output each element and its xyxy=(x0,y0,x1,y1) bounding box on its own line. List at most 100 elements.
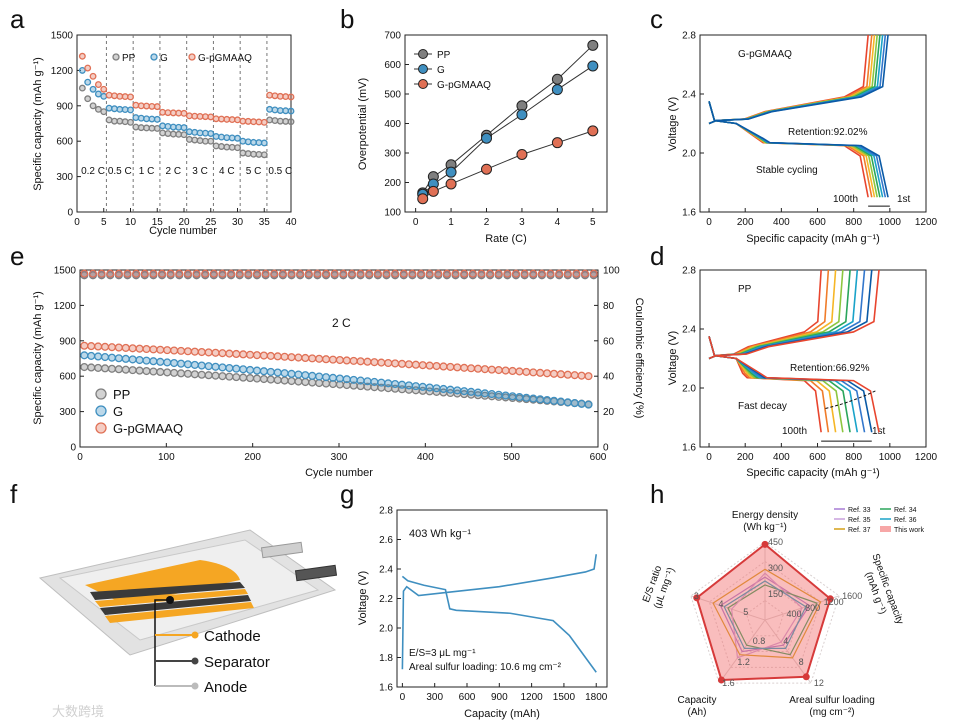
chart-a: Cycle number Specific capacity (mAh g⁻¹)… xyxy=(32,31,297,238)
chart-a-point-pp xyxy=(207,137,215,145)
chart-e-ce-point-g-pgmaaq xyxy=(555,269,564,278)
chart-e-y2tick-label: 60 xyxy=(603,336,615,347)
chart-d-xtick-label: 400 xyxy=(773,452,790,463)
chart-h-legend-label: Ref. 37 xyxy=(848,527,871,534)
chart-g-discharge-curve xyxy=(401,575,597,673)
chart-g-xtick-label: 1500 xyxy=(553,692,576,703)
chart-e-legend-marker xyxy=(95,405,107,417)
chart-e-ce-point-g-pgmaaq xyxy=(227,269,236,278)
chart-e-ce-point-g-pgmaaq xyxy=(313,269,322,278)
chart-b: Rate (C) Overpotential (mV) 0 1 2 3 4 5 100 200… xyxy=(357,31,608,245)
chart-e-cap-point-g xyxy=(87,351,96,360)
chart-h-ref-polygon xyxy=(712,568,822,659)
chart-e-cap-point-g xyxy=(239,365,248,374)
chart-g-xtick-label: 1800 xyxy=(585,692,608,703)
chart-c-charge-curve xyxy=(708,34,884,125)
chart-h-axis-unit: (Ah) xyxy=(688,707,707,718)
chart-e-cap-point-g xyxy=(460,387,469,396)
chart-h-axis-name: Energy density xyxy=(732,510,798,521)
chart-e-ce-point-g-pgmaaq xyxy=(192,269,201,278)
chart-e-ytick-label: 600 xyxy=(59,372,76,383)
watermark: 大数跨境 xyxy=(52,704,104,719)
chart-e-cap-point-g xyxy=(432,384,441,393)
chart-e-cap-point-g-pgmaaq xyxy=(536,368,545,377)
chart-d-discharge-curve xyxy=(708,336,837,433)
chart-a-point-pp xyxy=(153,125,161,132)
chart-e-ce-point-g-pgmaaq xyxy=(175,269,184,278)
chart-e-xtick-label: 0 xyxy=(77,452,83,463)
chart-h-axis-tick: 4 xyxy=(719,599,724,609)
chart-d-retention: Retention:66.92% xyxy=(790,363,870,374)
chart-h-axis-tick: 8 xyxy=(799,657,804,667)
chart-e-xtick-label: 400 xyxy=(417,452,434,463)
chart-b-xtick-label: 0 xyxy=(413,217,419,228)
chart-a-rate-label: 3 C xyxy=(192,166,208,177)
chart-b-point-g-pgmaaq xyxy=(551,137,563,149)
chart-e-cap-point-g xyxy=(94,352,103,361)
chart-b-legend-marker xyxy=(418,64,428,74)
chart-e-cap-point-g-pgmaaq xyxy=(183,347,192,356)
chart-c-note: Stable cycling xyxy=(756,165,818,176)
chart-e-ce-point-g-pgmaaq xyxy=(537,269,546,278)
chart-e-legend-marker xyxy=(95,388,107,400)
chart-a-point-pp xyxy=(260,151,268,159)
chart-e-cap-point-g-pgmaaq xyxy=(128,344,137,353)
chart-e-cap-point-pp xyxy=(170,368,179,377)
chart-h-this-work-point xyxy=(761,540,769,548)
chart-c-ytick-label: 2.8 xyxy=(682,31,696,42)
chart-e-cap-point-g xyxy=(370,377,379,386)
chart-e-ce-point-g-pgmaaq xyxy=(270,269,279,278)
chart-e-cap-point-g xyxy=(170,358,179,368)
chart-e-cap-point-g-pgmaaq xyxy=(301,353,310,363)
chart-a-point-g-pgmaaq xyxy=(89,72,97,80)
chart-e-cap-point-g-pgmaaq xyxy=(135,344,144,353)
panel-label-a: a xyxy=(10,4,25,34)
chart-e-cap-point-g xyxy=(549,396,559,405)
panel-label-c: c xyxy=(650,4,663,34)
chart-e-y2tick-label: 0 xyxy=(603,443,609,454)
chart-e-cap-point-pp xyxy=(225,372,234,381)
chart-a-xtick-label: 40 xyxy=(285,217,297,228)
chart-e-cap-point-g-pgmaaq xyxy=(156,345,165,354)
chart-e-cap-point-g xyxy=(156,357,165,366)
chart-e-ce-point-g-pgmaaq xyxy=(183,269,192,278)
chart-e-cap-point-g xyxy=(294,370,303,379)
chart-e-ce-point-g-pgmaaq xyxy=(140,269,149,278)
chart-e-cap-point-g-pgmaaq xyxy=(549,369,559,378)
separator-label: Separator xyxy=(204,654,270,671)
chart-a-point-g-pgmaaq xyxy=(84,64,92,72)
chart-b-point-g-pgmaaq xyxy=(481,163,493,175)
chart-e-cap-point-g xyxy=(508,392,517,401)
chart-e-cap-point-pp xyxy=(107,364,116,373)
chart-e-ce-point-g-pgmaaq xyxy=(106,269,115,278)
chart-e-cap-point-pp xyxy=(308,378,317,387)
chart-e-cap-point-g xyxy=(218,363,227,372)
chart-d-xtick-label: 1000 xyxy=(879,452,902,463)
chart-e-ce-point-g-pgmaaq xyxy=(278,269,287,278)
anode-label: Anode xyxy=(204,679,247,696)
chart-e-cap-point-g-pgmaaq xyxy=(294,353,303,362)
chart-e-cap-point-g xyxy=(259,367,268,376)
chart-a-point-pp xyxy=(89,102,97,110)
chart-e-ce-point-g-pgmaaq xyxy=(511,269,521,278)
chart-e-cap-point-pp xyxy=(142,366,151,376)
chart-e-cap-point-g xyxy=(529,394,538,403)
chart-a-legend-label: G xyxy=(160,53,168,64)
chart-e-ce-point-g-pgmaaq xyxy=(304,269,313,278)
chart-b-point-g-pgmaaq xyxy=(587,125,599,137)
chart-h-axis-tick: 1.2 xyxy=(737,657,750,667)
chart-e-cap-point-pp xyxy=(239,373,248,382)
chart-e-cap-point-g-pgmaaq xyxy=(142,344,151,354)
chart-e-cap-point-g xyxy=(321,373,331,382)
chart-e-ce-point-g-pgmaaq xyxy=(218,269,227,278)
chart-g: Capacity (mAh) Voltage (V) 403 Wh kg⁻¹ E… xyxy=(357,506,608,721)
chart-e-cap-point-pp xyxy=(183,369,192,378)
chart-e-ce-point-g-pgmaaq xyxy=(80,269,89,278)
chart-e-cap-point-pp xyxy=(301,377,310,387)
chart-e-cap-point-pp xyxy=(273,375,282,385)
chart-e-ce-point-g-pgmaaq xyxy=(503,269,512,278)
chart-g-ylabel: Voltage (V) xyxy=(357,571,369,625)
cathode-label: Cathode xyxy=(204,628,261,645)
chart-a-legend-label: PP xyxy=(122,53,136,64)
chart-a-xtick-label: 10 xyxy=(125,217,137,228)
